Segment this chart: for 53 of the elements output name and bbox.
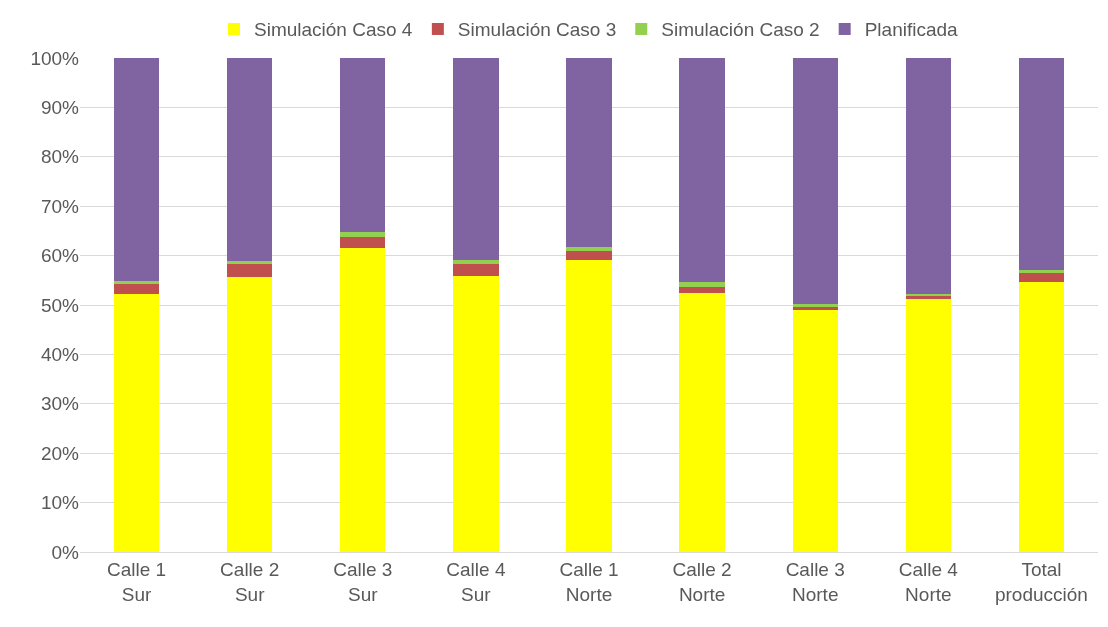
y-tick-label: 30% — [40, 393, 80, 415]
bar — [340, 247, 386, 552]
bar — [792, 310, 838, 552]
y-tick-label: 80% — [40, 146, 80, 168]
x-tick-label: Calle 2 Sur — [220, 558, 280, 605]
bar — [792, 58, 838, 305]
bar — [453, 263, 499, 276]
bar — [679, 286, 725, 293]
bar — [340, 58, 386, 233]
bar — [453, 260, 499, 264]
bar — [1018, 273, 1065, 282]
bar — [679, 58, 725, 283]
bar — [453, 58, 499, 261]
bar — [113, 58, 160, 281]
bar — [453, 275, 499, 552]
y-tick-label: 10% — [40, 492, 80, 514]
legend-label: Planificada — [864, 19, 959, 41]
legend-label: Simulación Caso 3 — [457, 19, 617, 41]
x-tick-label: Calle 1 Norte — [559, 558, 619, 605]
bar — [566, 58, 612, 248]
x-tick-label: Calle 3 Sur — [333, 558, 393, 605]
y-tick-label: 40% — [40, 344, 80, 366]
legend-label: Simulación Caso 2 — [661, 19, 820, 41]
bar — [227, 264, 273, 278]
bar — [679, 292, 725, 552]
legend-label: Simulación Caso 4 — [254, 19, 413, 41]
y-tick-label: 20% — [40, 442, 80, 464]
bar — [679, 282, 725, 287]
x-tick-label: Calle 4 Sur — [446, 558, 506, 605]
x-tick-label: Calle 2 Norte — [672, 558, 732, 605]
y-tick-label: 50% — [40, 294, 80, 316]
bar — [227, 277, 273, 552]
x-tick-label: Calle 3 Norte — [785, 558, 845, 605]
bar — [340, 236, 386, 248]
y-tick-label: 100% — [30, 47, 80, 69]
bar — [905, 299, 951, 552]
bar — [340, 232, 386, 237]
y-tick-label: 70% — [40, 195, 80, 217]
bar — [1018, 58, 1065, 270]
y-tick-label: 0% — [51, 541, 80, 563]
x-tick-label: Total producción — [994, 558, 1088, 605]
bar — [113, 284, 160, 295]
x-tick-label: Calle 1 Sur — [106, 558, 167, 605]
bar — [113, 294, 160, 552]
bar — [227, 58, 273, 261]
x-tick-label: Calle 4 Norte — [898, 558, 959, 605]
y-tick-label: 60% — [40, 245, 80, 267]
bar — [1018, 281, 1065, 552]
y-tick-label: 90% — [40, 97, 80, 119]
bar — [905, 58, 951, 295]
bar — [566, 250, 612, 261]
bar — [566, 247, 612, 251]
bar — [566, 260, 612, 552]
